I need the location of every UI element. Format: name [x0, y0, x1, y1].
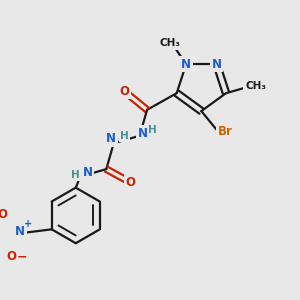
Text: −: − [17, 250, 27, 264]
Text: Br: Br [218, 125, 233, 138]
Text: N: N [181, 58, 191, 71]
Text: O: O [0, 208, 8, 221]
Text: N: N [83, 166, 93, 179]
Text: CH₃: CH₃ [160, 38, 181, 48]
Text: H: H [71, 170, 80, 180]
Text: CH₃: CH₃ [245, 81, 266, 91]
Text: O: O [119, 85, 129, 98]
Text: N: N [15, 225, 25, 238]
Text: N: N [212, 58, 222, 71]
Text: N: N [137, 127, 147, 140]
Text: O: O [125, 176, 135, 189]
Text: H: H [148, 125, 157, 135]
Text: H: H [120, 131, 129, 141]
Text: N: N [106, 132, 116, 145]
Text: O: O [6, 250, 16, 263]
Text: +: + [24, 219, 33, 229]
